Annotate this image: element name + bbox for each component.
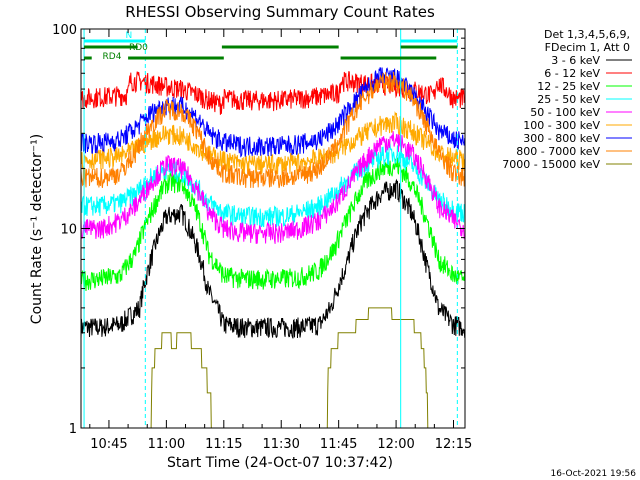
x-tick-label: 12:00 [377, 437, 414, 452]
flag-label: RD0 [129, 43, 148, 53]
legend-label: 800 - 7000 keV [516, 145, 600, 158]
legend-label: 7000 - 15000 keV [502, 158, 600, 171]
legend-label: 6 - 12 keV [544, 67, 600, 80]
flag-bars: N RD0 RD4 [84, 31, 458, 62]
x-tick-label: 11:45 [320, 437, 357, 452]
series-9 [150, 307, 429, 428]
legend-label: 12 - 25 keV [537, 80, 600, 93]
legend-header: Det 1,3,4,5,6,9, [544, 28, 630, 41]
legend-label: 300 - 800 keV [523, 132, 600, 145]
x-tick-label: 10:45 [90, 437, 127, 452]
legend-label: 25 - 50 keV [537, 93, 600, 106]
x-axis-label: Start Time (24-Oct-07 10:37:42) [167, 455, 393, 471]
flag-bar-rd4: RD4 [84, 52, 437, 62]
x-tick-label: 11:15 [205, 437, 242, 452]
legend-header: FDecim 1, Att 0 [545, 41, 630, 54]
x-axis: 10:45 11:00 11:15 11:30 11:45 12:00 12:15 [89, 29, 472, 452]
y-axis-label: Count Rate (s⁻¹ detector⁻¹) [29, 134, 45, 324]
x-tick-label: 11:30 [262, 437, 299, 452]
y-tick-label: 1 [69, 422, 77, 437]
series-line [150, 307, 429, 428]
y-axis: 1 10 100 [52, 23, 465, 437]
x-tick-label: 11:00 [148, 437, 185, 452]
legend-label: 50 - 100 keV [530, 106, 600, 119]
chart-title: RHESSI Observing Summary Count Rates [125, 3, 435, 21]
flag-bar-rd0: RD0 [84, 43, 458, 53]
flag-label: RD4 [103, 52, 122, 62]
footer-timestamp: 16-Oct-2021 19:56 [551, 469, 637, 479]
legend-label: 100 - 300 keV [523, 119, 600, 132]
y-tick-label: 10 [60, 223, 77, 238]
x-tick-label: 12:15 [435, 437, 472, 452]
legend-label: 3 - 6 keV [551, 54, 600, 67]
y-tick-label: 100 [52, 23, 77, 38]
legend: Det 1,3,4,5,6,9,FDecim 1, Att 03 - 6 keV… [502, 28, 632, 171]
flag-bar-n: N [84, 31, 458, 43]
series-layer [81, 67, 465, 428]
flag-label: N [125, 31, 132, 41]
